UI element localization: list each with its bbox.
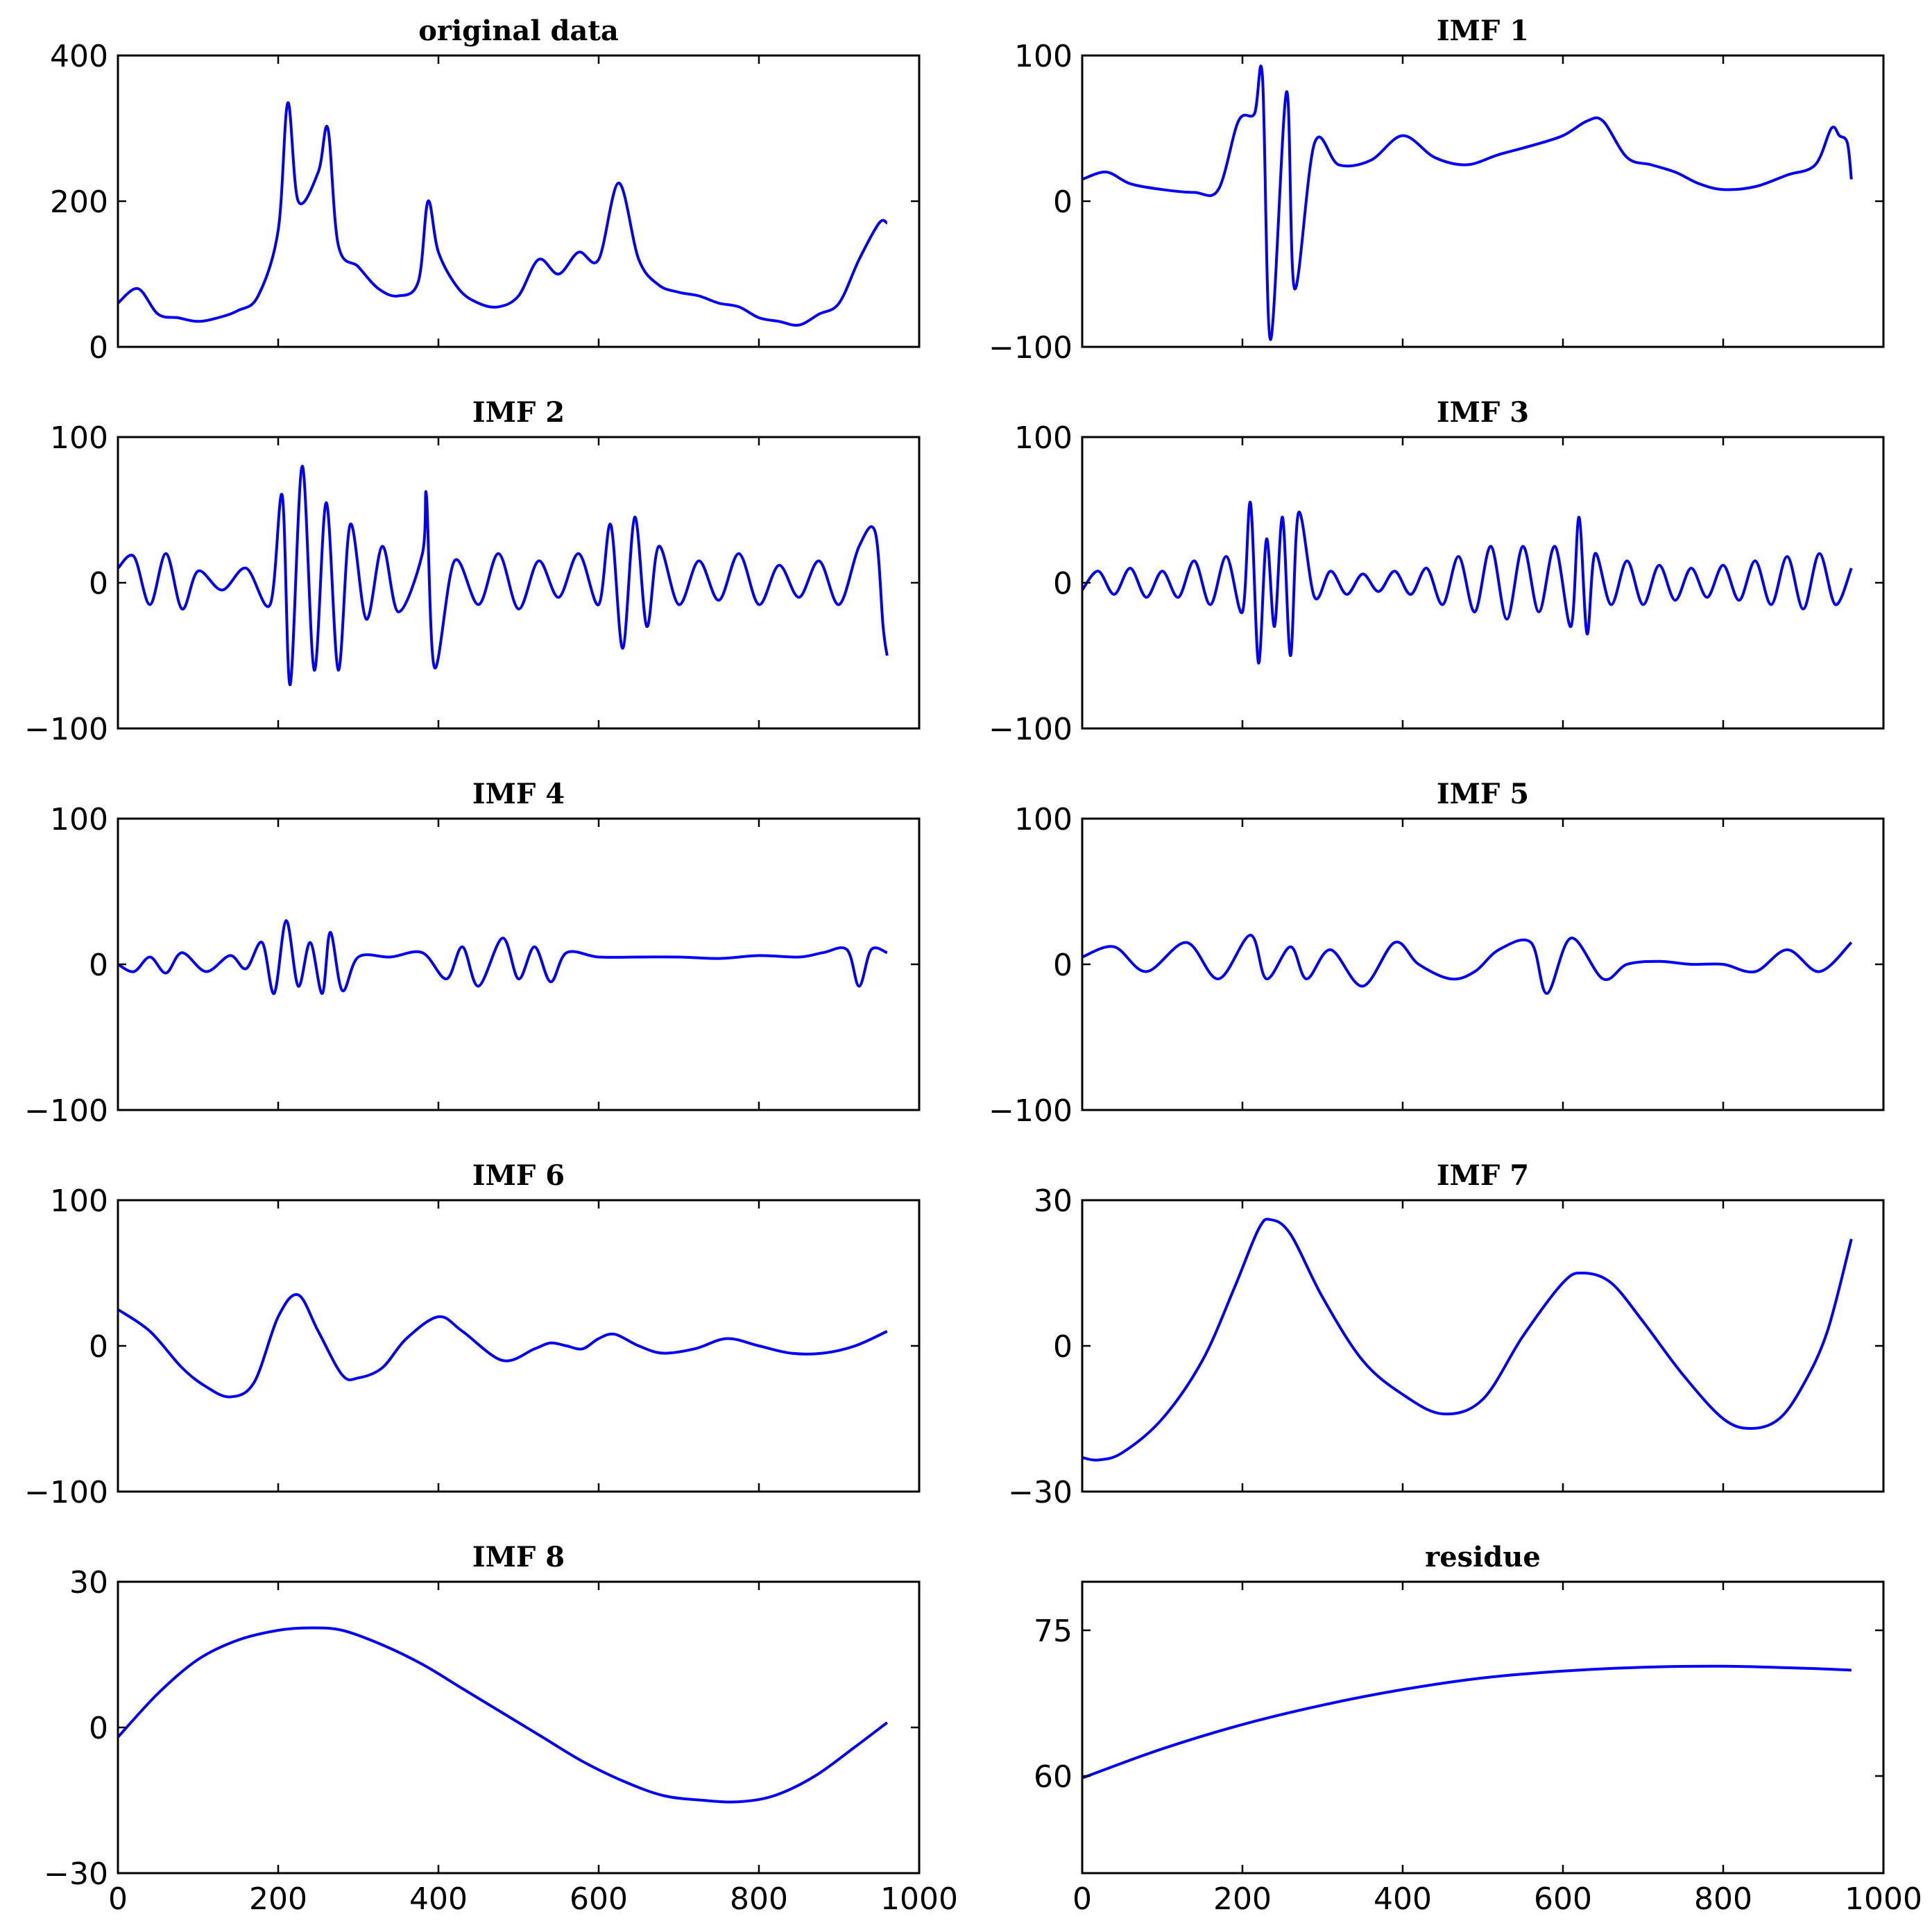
chart-title: IMF 4 [472, 778, 565, 810]
series-line [1082, 501, 1853, 665]
y-tick-label: 100 [1014, 39, 1072, 74]
plot-frame [117, 1580, 921, 1875]
y-tick-label: 0 [1053, 185, 1072, 220]
y-tick-label: 0 [1053, 948, 1072, 983]
plot-frame [1081, 1199, 1885, 1493]
chart-panel-5: IMF 4 −100 0 100 [24, 778, 921, 1129]
x-tick-label: 400 [409, 1881, 468, 1917]
chart-title: IMF 6 [472, 1159, 565, 1192]
x-tick-label: 800 [1694, 1881, 1752, 1917]
plot-frame [1081, 1580, 1885, 1875]
y-tick-label: −100 [989, 712, 1072, 747]
chart-title: residue [1425, 1541, 1541, 1573]
chart-panel-4: IMF 3 −100 0 100 [989, 396, 1885, 747]
y-tick-label: −30 [44, 1856, 108, 1892]
chart-panel-10: residue 0 200 400 600 800 1000 60 75 [1034, 1541, 1922, 1917]
chart-panel-2: IMF 1 −100 0 100 [989, 15, 1885, 366]
plot-frame [117, 54, 921, 348]
y-tick-label: −100 [24, 712, 108, 747]
chart-panel-3: IMF 2 −100 0 100 [24, 396, 921, 747]
chart-title: IMF 8 [472, 1541, 565, 1573]
chart-title: original data [418, 15, 619, 47]
series-line [1082, 65, 1853, 341]
plot-frame [1081, 54, 1885, 348]
y-tick-label: 0 [89, 1329, 108, 1365]
chart-title: IMF 1 [1437, 15, 1529, 47]
x-tick-label: 1000 [880, 1881, 958, 1917]
y-tick-label: 0 [89, 330, 108, 366]
plot-frame [117, 1199, 921, 1493]
x-tick-label: 1000 [1845, 1881, 1922, 1917]
y-tick-label: 30 [1034, 1184, 1072, 1219]
x-tick-label: 0 [1072, 1881, 1092, 1917]
y-tick-label: 100 [50, 1184, 108, 1219]
y-tick-label: 0 [1053, 566, 1072, 601]
x-tick-label: 200 [1213, 1881, 1272, 1917]
y-tick-label: 100 [1014, 802, 1072, 837]
x-tick-label: 0 [108, 1881, 128, 1917]
y-tick-label: 100 [50, 420, 108, 456]
y-tick-label: 60 [1034, 1759, 1072, 1795]
y-tick-label: 100 [1014, 420, 1072, 456]
series-line [118, 919, 888, 996]
y-tick-label: −30 [1008, 1475, 1072, 1510]
y-tick-label: 200 [50, 185, 108, 220]
chart-panel-1: original data 0 200 400 [50, 15, 921, 366]
y-tick-label: 400 [50, 39, 108, 74]
plot-frame [117, 436, 921, 730]
x-tick-label: 200 [249, 1881, 307, 1917]
chart-title: IMF 2 [472, 396, 565, 429]
chart-panel-7: IMF 6 −100 0 100 [24, 1159, 921, 1510]
x-tick-label: 600 [570, 1881, 628, 1917]
series-line [1082, 1218, 1853, 1462]
series-line [118, 464, 889, 687]
y-tick-label: −100 [989, 330, 1072, 366]
y-tick-label: 30 [69, 1565, 108, 1600]
series-line [118, 1293, 888, 1399]
x-tick-label: 600 [1534, 1881, 1592, 1917]
series-line [118, 1626, 889, 1804]
y-tick-label: 0 [89, 1711, 108, 1746]
x-tick-label: 800 [730, 1881, 788, 1917]
y-tick-label: 0 [1053, 1329, 1072, 1365]
chart-panel-6: IMF 5 −100 0 100 [989, 778, 1885, 1129]
y-tick-label: −100 [989, 1093, 1072, 1129]
y-tick-label: 75 [1034, 1614, 1072, 1649]
x-tick-label: 400 [1374, 1881, 1432, 1917]
series-line [1082, 1664, 1852, 1779]
chart-title: IMF 3 [1437, 396, 1529, 429]
series-line [1082, 934, 1853, 995]
y-tick-label: −100 [24, 1475, 108, 1510]
series-line [118, 101, 888, 327]
chart-title: IMF 7 [1437, 1159, 1529, 1192]
chart-title: IMF 5 [1437, 778, 1529, 810]
y-tick-label: 100 [50, 802, 108, 837]
y-tick-label: 0 [89, 948, 108, 983]
chart-panel-8: IMF 7 −30 0 30 [1008, 1159, 1885, 1510]
y-tick-label: −100 [24, 1093, 108, 1129]
y-tick-label: 0 [89, 566, 108, 601]
